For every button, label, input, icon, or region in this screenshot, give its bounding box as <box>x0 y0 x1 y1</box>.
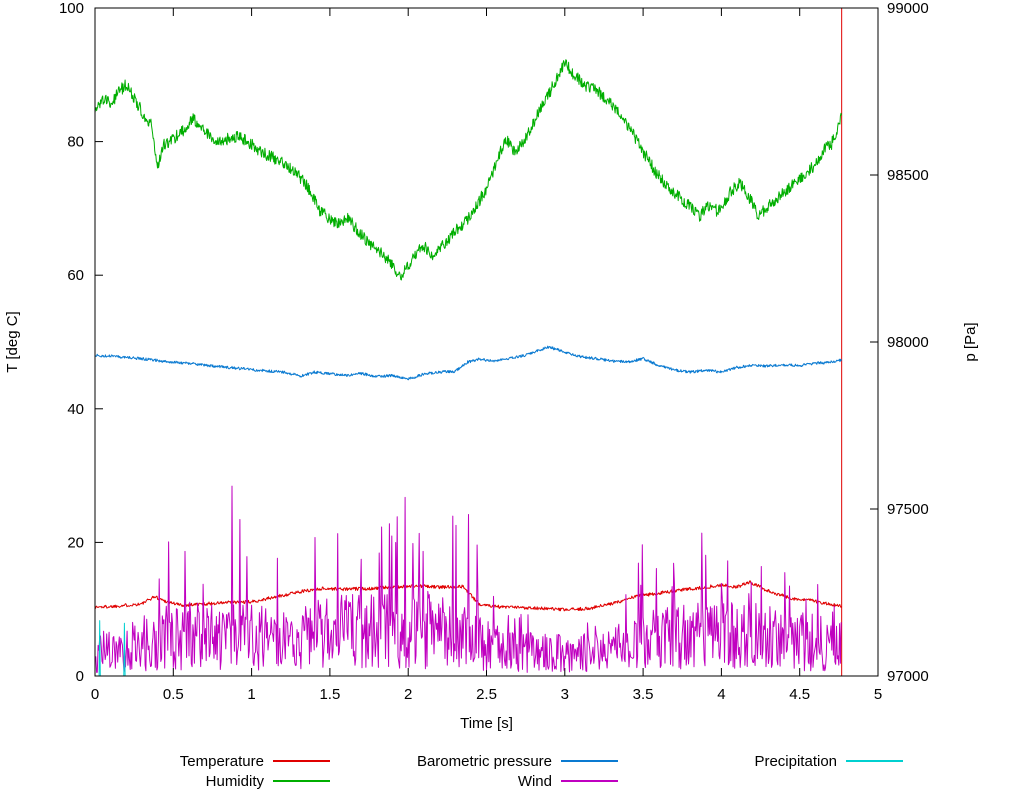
svg-text:40: 40 <box>67 401 84 418</box>
legend-column-2: Barometric pressure Wind <box>330 751 618 791</box>
svg-text:99000: 99000 <box>887 0 929 17</box>
svg-text:80: 80 <box>67 134 84 151</box>
svg-text:2: 2 <box>404 686 412 703</box>
legend-line-sample-humidity <box>273 780 330 782</box>
svg-text:20: 20 <box>67 534 84 551</box>
svg-text:1.5: 1.5 <box>319 686 340 703</box>
legend-line-sample-precipitation <box>846 760 903 762</box>
legend-label-barometric-pressure: Barometric pressure <box>416 752 552 770</box>
svg-text:5: 5 <box>874 686 882 703</box>
svg-text:98500: 98500 <box>887 167 929 184</box>
svg-text:98000: 98000 <box>887 334 929 351</box>
legend-line-sample-temperature <box>273 760 330 762</box>
svg-text:3: 3 <box>561 686 569 703</box>
svg-text:97500: 97500 <box>887 501 929 518</box>
legend-label-wind: Wind <box>517 772 552 790</box>
legend-item-humidity: Humidity <box>0 771 330 791</box>
legend-item-wind: Wind <box>330 771 618 791</box>
legend-label-temperature: Temperature <box>179 752 264 770</box>
svg-text:Time [s]: Time [s] <box>460 715 513 732</box>
svg-text:4: 4 <box>717 686 725 703</box>
chart-legend: Temperature Humidity Barometric pressure… <box>0 751 1024 791</box>
svg-text:0.5: 0.5 <box>163 686 184 703</box>
svg-text:4.5: 4.5 <box>789 686 810 703</box>
svg-text:1: 1 <box>247 686 255 703</box>
svg-text:2.5: 2.5 <box>476 686 497 703</box>
svg-text:0: 0 <box>91 686 99 703</box>
legend-column-1: Temperature Humidity <box>0 751 330 791</box>
legend-item-barometric-pressure: Barometric pressure <box>330 751 618 771</box>
legend-column-3: Precipitation <box>618 751 903 791</box>
svg-text:100: 100 <box>59 0 84 17</box>
legend-line-sample-wind <box>561 780 618 782</box>
legend-label-humidity: Humidity <box>205 772 264 790</box>
svg-text:60: 60 <box>67 267 84 284</box>
legend-line-sample-barometric-pressure <box>561 760 618 762</box>
svg-text:p [Pa]: p [Pa] <box>962 322 979 361</box>
svg-text:0: 0 <box>76 668 84 685</box>
legend-item-precipitation: Precipitation <box>618 751 903 771</box>
svg-text:97000: 97000 <box>887 668 929 685</box>
svg-text:3.5: 3.5 <box>633 686 654 703</box>
weather-chart: 0 0.5 1 1.5 2 2.5 3 3.5 4 4.5 5 0 20 40 60 80 100 97000 97… <box>4 0 979 732</box>
svg-text:T [deg C]: T [deg C] <box>4 311 21 372</box>
legend-item-temperature: Temperature <box>0 751 330 771</box>
legend-label-precipitation: Precipitation <box>754 752 837 770</box>
